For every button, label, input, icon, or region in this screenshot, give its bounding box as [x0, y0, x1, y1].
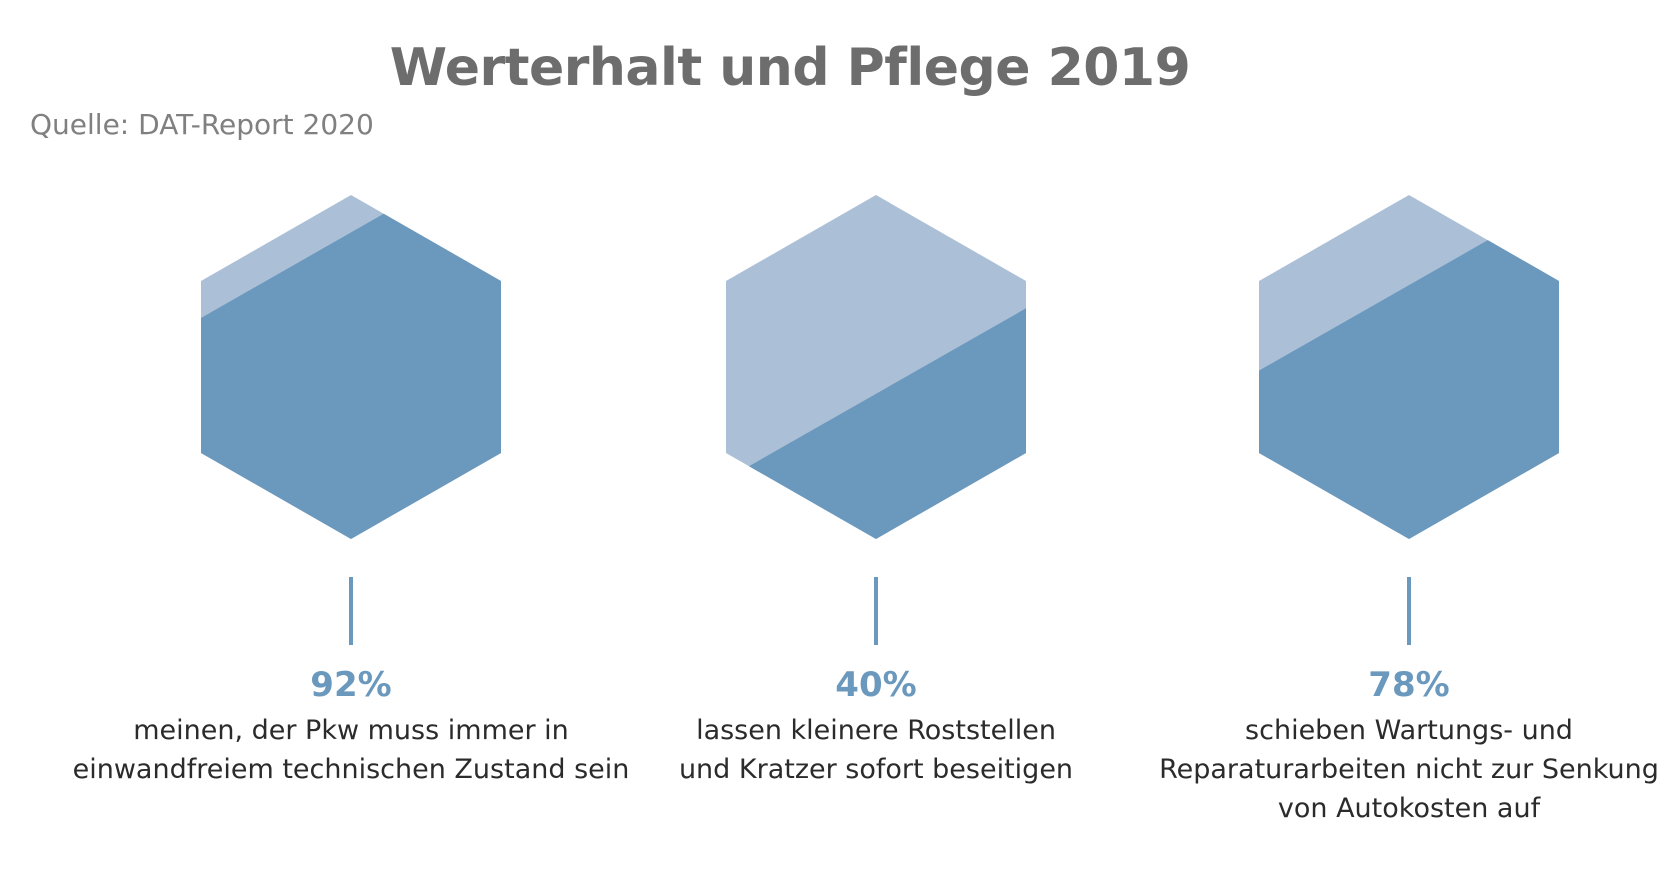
chart-source: Quelle: DAT-Report 2020	[30, 108, 374, 141]
stat-column-2: 40% lassen kleinere Roststellen und Kratze…	[596, 195, 1156, 789]
description-line: Reparaturarbeiten nicht zur Senkung	[1159, 754, 1659, 785]
description-line: meinen, der Pkw muss immer in	[133, 715, 569, 746]
description-line: einwandfreiem technischen Zustand sein	[72, 754, 630, 785]
hexagon-2	[726, 195, 1026, 539]
divider-tick	[874, 577, 878, 645]
percentage-label-3: 78%	[1368, 665, 1450, 705]
divider-tick	[349, 577, 353, 645]
description-1: meinen, der Pkw muss immer in einwandfrei…	[71, 711, 631, 789]
hexagon-fill-1	[201, 213, 501, 539]
description-line: und Kratzer sofort beseitigen	[678, 754, 1074, 785]
hexagon-fill-2	[749, 308, 1026, 539]
description-3: schieben Wartungs- und Reparaturarbeiten …	[1129, 711, 1679, 828]
chart-title: Werterhalt und Pflege 2019	[389, 38, 1191, 98]
description-line: lassen kleinere Roststellen	[696, 715, 1056, 746]
description-line: schieben Wartungs- und	[1245, 715, 1573, 746]
stat-column-3: 78% schieben Wartungs- und Reparaturarbeit…	[1129, 195, 1679, 828]
description-line: von Autokosten auf	[1277, 793, 1541, 824]
hexagon-3	[1259, 195, 1559, 539]
percentage-label-2: 40%	[835, 665, 917, 705]
hexagon-1	[201, 195, 501, 539]
percentage-label-1: 92%	[310, 665, 392, 705]
hexagon-fill-3	[1259, 240, 1559, 539]
description-2: lassen kleinere Roststellen und Kratzer s…	[596, 711, 1156, 789]
stat-column-1: 92% meinen, der Pkw muss immer in einwandf…	[71, 195, 631, 789]
divider-tick	[1407, 577, 1411, 645]
